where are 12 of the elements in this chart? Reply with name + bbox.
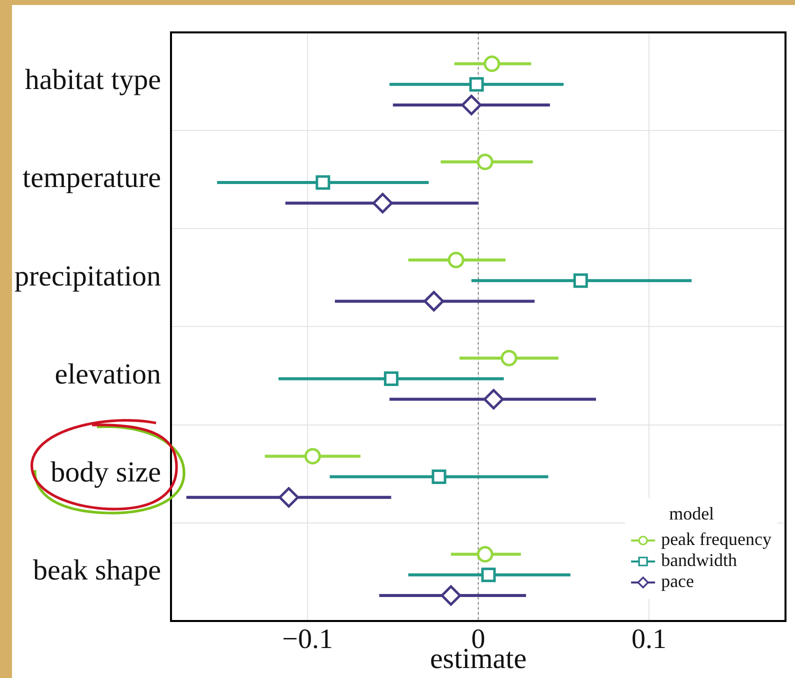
legend-label: bandwidth (661, 550, 738, 570)
legend-label: peak frequency (661, 529, 772, 550)
x-tick-label: 0.1 (631, 624, 666, 656)
legend-label: pace (661, 571, 694, 592)
y-tick-label: temperature (22, 162, 161, 194)
x-tick-label: −0.1 (282, 624, 333, 656)
y-tick-label: beak shape (32, 554, 161, 587)
y-tick-label: body size (50, 456, 161, 488)
y-tick-label: habitat type (24, 64, 161, 96)
legend-title: model (669, 504, 714, 524)
y-tick-label: elevation (54, 358, 162, 390)
y-tick-label: precipitation (14, 260, 162, 292)
